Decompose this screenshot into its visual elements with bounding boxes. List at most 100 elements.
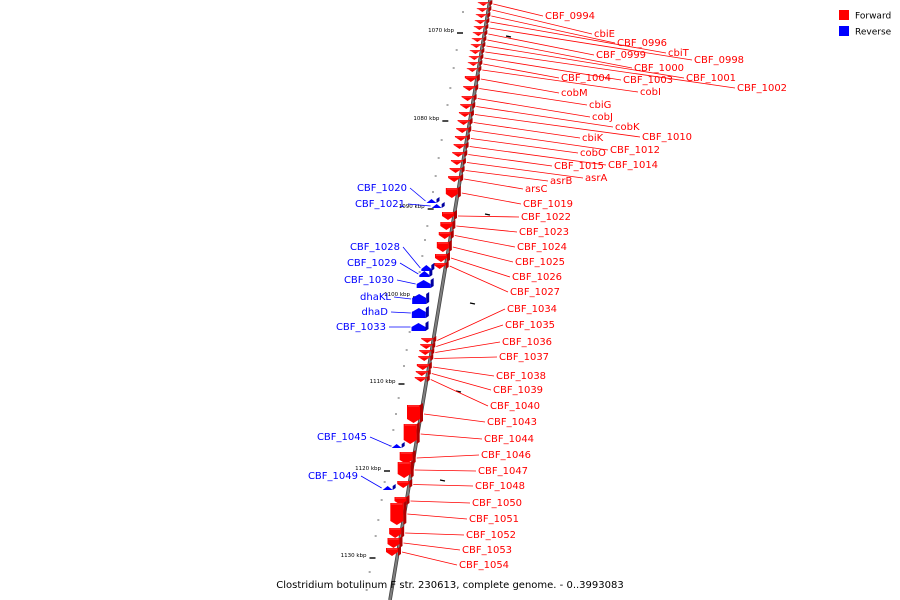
gene-forward[interactable]: CBF_1052 [389, 526, 516, 541]
gene-forward[interactable]: CBF_1050 [394, 495, 523, 509]
tick-label: 1110 kbp [370, 379, 396, 385]
gene-label: dhaD [361, 307, 388, 318]
tick-label: 1120 kbp [355, 466, 381, 472]
ticks: 1070 kbp 1080 kbp 1090 kbp 1100 kbp 1110 kbp… [341, 11, 512, 591]
gene-forward[interactable]: CBF_1010 [458, 110, 692, 143]
gene-label: CBF_1012 [610, 145, 660, 156]
gene-label: CBF_1019 [523, 199, 573, 210]
gene-label: CBF_1015 [554, 161, 604, 172]
gene-reverse[interactable]: CBF_1028 [350, 242, 435, 271]
gene-forward[interactable]: asrB [449, 166, 573, 187]
gene-forward[interactable]: CBF_1051 [390, 501, 519, 525]
gene-label: CBF_1054 [459, 560, 509, 571]
gene-forward[interactable]: cobM [464, 74, 588, 99]
gene-forward[interactable]: CBF_1036 [419, 337, 552, 355]
tick-mark [505, 35, 512, 38]
tick-mark [469, 302, 476, 305]
gene-forward[interactable]: CBF_1040 [414, 375, 540, 412]
gene-label: CBF_1046 [481, 450, 531, 461]
gene-label: CBF_1010 [642, 132, 692, 143]
legend-swatch [839, 10, 849, 20]
gene-forward[interactable]: CBF_1047 [397, 460, 528, 478]
gene-label: cobO [580, 148, 606, 159]
gene-forward[interactable]: CBF_1004 [467, 60, 611, 84]
gene-label: asrA [585, 173, 607, 184]
gene-reverse[interactable]: dhaD [361, 306, 429, 318]
gene-label: CBF_1051 [469, 514, 519, 525]
gene-forward[interactable]: CBF_1001 [470, 42, 736, 84]
gene-forward[interactable]: CBF_1054 [386, 546, 509, 571]
gene-label: CBF_1039 [493, 385, 543, 396]
gene-label: CBF_1024 [517, 242, 567, 253]
gene-reverse[interactable]: CBF_1049 [308, 471, 396, 490]
gene-reverse[interactable]: CBF_1030 [344, 275, 434, 288]
gene-forward[interactable]: CBF_1027 [433, 261, 560, 298]
gene-label: CBF_1028 [350, 242, 400, 253]
gene-reverse[interactable]: CBF_1033 [336, 321, 429, 333]
gene-label: CBF_1044 [484, 434, 534, 445]
gene-forward[interactable]: CBF_1014 [453, 142, 658, 171]
gene-forward[interactable]: cbiK [457, 118, 604, 144]
gene-forward[interactable]: CBF_1043 [407, 403, 537, 428]
gene-reverse[interactable]: CBF_1020 [357, 183, 440, 203]
legend: Forward Reverse [839, 10, 892, 38]
gene-forward[interactable]: CBF_1024 [438, 230, 567, 253]
gene-forward[interactable]: CBF_1034 [421, 304, 557, 343]
gene-forward[interactable]: CBF_1019 [445, 186, 573, 210]
gene-reverse[interactable]: CBF_1029 [347, 258, 433, 277]
tick-label: 1130 kbp [341, 553, 367, 559]
gene-label: CBF_1001 [686, 73, 736, 84]
gene-forward[interactable]: CBF_1038 [416, 362, 546, 382]
gene-label: cbiE [594, 29, 615, 40]
gene-forward[interactable]: CBF_1039 [415, 369, 543, 396]
gene-forward[interactable]: cbiT [474, 18, 690, 59]
gene-label: CBF_0994 [545, 11, 595, 22]
gene-label: CBF_1036 [502, 337, 552, 348]
gene-forward[interactable]: cobJ [461, 94, 613, 123]
gene-label: CBF_1049 [308, 471, 358, 482]
gene-forward[interactable]: CBF_1003 [468, 54, 673, 86]
gene-forward[interactable]: cobK [460, 102, 640, 133]
gene-forward[interactable]: CBF_1053 [387, 536, 513, 556]
gene-forward[interactable]: cbiE [476, 6, 615, 40]
genome-caption: Clostridium botulinum F str. 230613, com… [276, 580, 623, 591]
gene-label: CBF_1037 [499, 352, 549, 363]
gene-forward[interactable]: cobO [454, 134, 606, 159]
gene-reverse[interactable]: CBF_1045 [317, 432, 405, 448]
gene-forward[interactable]: CBF_0998 [473, 24, 744, 66]
gene-forward[interactable]: CBF_1026 [435, 252, 562, 283]
tick-label: 1090 kbp [399, 204, 425, 210]
gene-label: CBF_1021 [355, 199, 405, 210]
gene-label: CBF_1047 [478, 466, 528, 477]
gene-forward[interactable]: cbiG [463, 84, 611, 111]
gene-label: cobK [615, 122, 640, 133]
gene-label: CBF_1035 [505, 320, 555, 331]
gene-forward[interactable]: CBF_1012 [456, 126, 660, 156]
gene-reverse[interactable]: CBF_1021 [355, 199, 445, 210]
gene-forward[interactable]: CBF_1048 [397, 479, 525, 492]
gene-forward[interactable]: CBF_0996 [475, 12, 667, 49]
gene-forward[interactable]: CBF_1025 [436, 240, 565, 268]
gene-forward[interactable]: CBF_1046 [399, 450, 531, 464]
gene-forward[interactable]: CBF_1000 [471, 36, 684, 74]
gene-forward[interactable]: CBF_0994 [477, 0, 595, 22]
gene-reverse[interactable]: dhaKL [360, 292, 430, 304]
gene-label: CBF_1020 [357, 183, 407, 194]
gene-label: cobI [640, 87, 661, 98]
gene-label: CBF_1000 [634, 63, 684, 74]
gene-forward[interactable]: asrA [450, 158, 608, 184]
gene-forward[interactable]: CBF_1015 [452, 150, 604, 172]
gene-forward[interactable]: CBF_1023 [440, 220, 569, 238]
gene-forward[interactable]: CBF_1002 [469, 48, 787, 94]
gene-label: CBF_1014 [608, 160, 658, 171]
gene-forward[interactable]: CBF_1022 [442, 210, 571, 223]
gene-forward[interactable]: CBF_0999 [472, 30, 646, 61]
gene-forward[interactable]: CBF_1035 [420, 320, 555, 349]
gene-forward[interactable]: cobI [466, 66, 661, 98]
gene-forward[interactable]: CBF_1044 [403, 422, 534, 445]
gene-label: arsC [525, 184, 547, 195]
gene-forward[interactable]: CBF_1037 [418, 352, 549, 363]
gene-forward[interactable]: arsC [448, 174, 547, 195]
gene-label: cbiG [589, 100, 611, 111]
